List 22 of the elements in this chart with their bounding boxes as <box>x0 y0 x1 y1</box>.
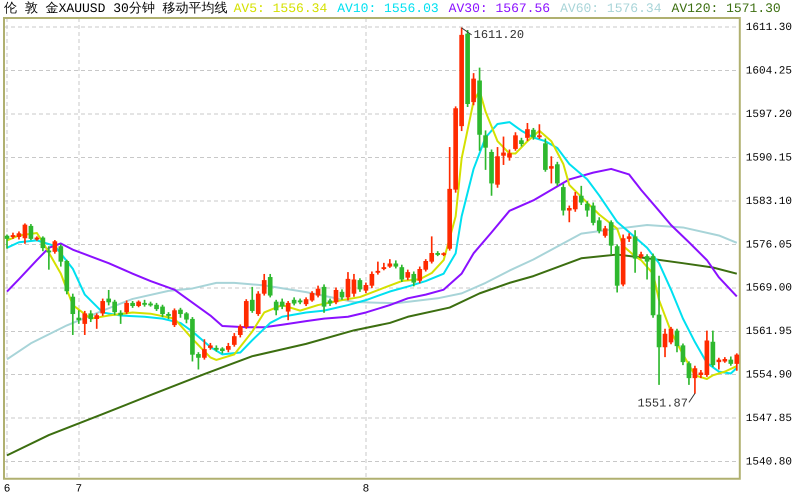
text: AV5: 1556.34 <box>234 1 328 16</box>
y-tick-label: 1561.95 <box>746 326 792 338</box>
annotation: 1611.20 <box>474 28 524 42</box>
x-tick-label: 8 <box>362 483 370 496</box>
y-tick-label: 1540.80 <box>746 456 792 468</box>
y-tick-label: 1604.25 <box>746 66 792 78</box>
text: AV10: 1556.03 <box>337 1 439 16</box>
y-tick-label: 1583.10 <box>746 196 792 208</box>
y-tick-label: 1547.85 <box>746 413 792 426</box>
y-tick-label: 1576.05 <box>746 239 792 252</box>
y-tick-label: 1597.20 <box>746 109 792 122</box>
x-tick-label: 7 <box>75 483 82 496</box>
y-tick-label: 1554.90 <box>746 370 792 382</box>
y-tick-label: 1569.00 <box>746 282 792 295</box>
chart-title: 伦 敦 金XAUUSD 30分钟 移动平均线 <box>4 1 228 16</box>
y-tick-label: 1611.30 <box>746 22 792 34</box>
text: AV60: 1576.34 <box>560 1 662 16</box>
y-tick-label: 1590.15 <box>746 152 792 164</box>
x-tick-label: 6 <box>4 483 10 496</box>
text: AV120: 1571.30 <box>672 1 781 16</box>
text: AV30: 1567.56 <box>448 1 550 16</box>
annotation: 1551.87 <box>638 396 688 411</box>
